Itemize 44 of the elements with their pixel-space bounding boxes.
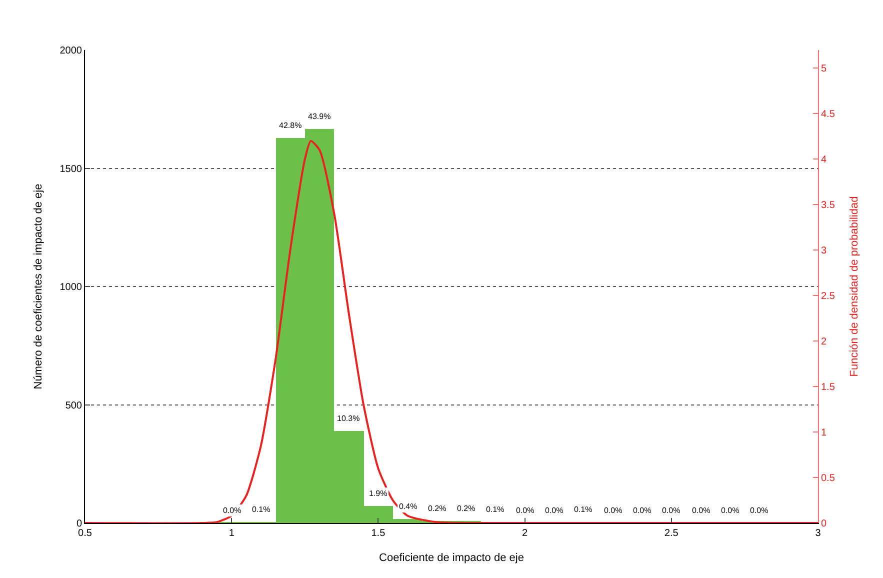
annotation: 0.0% — [662, 506, 680, 515]
x-axis-title: Coeficiente de impacto de eje — [379, 552, 524, 564]
annotation: 1.9% — [369, 489, 388, 498]
annotation: 0.0% — [750, 506, 768, 515]
annotation: 0.0% — [545, 506, 564, 515]
x-tick-label: 3 — [815, 528, 822, 539]
x-tick-label: 0.5 — [78, 528, 92, 539]
annotation: 0.1% — [574, 505, 592, 514]
annotation: 0.0% — [223, 506, 242, 515]
annotation: 0.1% — [252, 505, 270, 514]
x-tick-label: 1.5 — [371, 528, 386, 539]
y2-tick-label: 5 — [821, 64, 827, 75]
y-tick-label: 1500 — [60, 164, 82, 175]
y2-tick-label: 0.5 — [821, 473, 836, 484]
y-tick-label: 2000 — [60, 46, 82, 56]
y2-tick-label: 0 — [821, 518, 827, 530]
annotation: 0.2% — [457, 504, 476, 513]
x-tick-label: 1 — [228, 528, 235, 539]
annotation: 0.4% — [399, 502, 418, 511]
x-tick-label: 2 — [522, 528, 528, 539]
annotation: 0.1% — [486, 505, 504, 514]
annotation: 43.9% — [308, 112, 331, 121]
x-tick-label: 2.5 — [664, 528, 679, 539]
y-tick-label: 500 — [65, 400, 82, 412]
y2-tick-label: 4 — [821, 154, 827, 166]
y2-tick-label: 4.5 — [821, 109, 836, 120]
y2-tick-label: 2 — [821, 336, 827, 348]
y2-tick-label: 2.5 — [821, 291, 836, 302]
y2-tick-label: 1.5 — [821, 382, 836, 394]
annotation: 0.0% — [721, 506, 740, 515]
y-tick-label: 0 — [76, 518, 82, 530]
annotation: 0.2% — [428, 504, 446, 513]
y2-tick-label: 3.5 — [821, 200, 836, 212]
annotation: 10.3% — [337, 414, 360, 423]
annotation: 0.0% — [692, 506, 710, 515]
annotation: 0.0% — [633, 506, 652, 515]
annotation: 0.0% — [604, 506, 622, 515]
y-tick-label: 1000 — [60, 282, 82, 293]
y2-tick-label: 1 — [821, 428, 827, 439]
annotation: 0.0% — [516, 506, 534, 515]
y2-tick-label: 3 — [821, 246, 827, 257]
y2-axis-title: Función de densidad de probabilidad — [848, 196, 861, 377]
annotation: 42.8% — [279, 121, 302, 130]
y-axis-title: Número de coeficientes de impacto de eje — [32, 184, 44, 390]
